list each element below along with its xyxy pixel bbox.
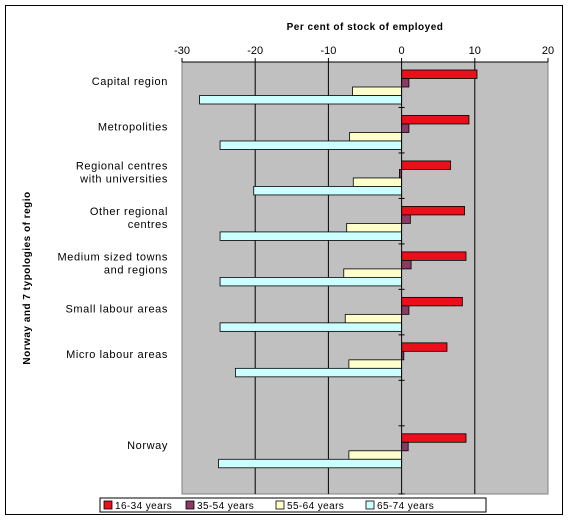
bar: [401, 69, 478, 79]
bar: [401, 441, 409, 452]
x-tick-label: -20: [247, 45, 263, 57]
bar: [352, 86, 402, 96]
bar: [346, 223, 403, 233]
bar: [344, 313, 402, 324]
bar: [219, 276, 402, 287]
bar: [401, 259, 412, 270]
bar: [219, 322, 402, 332]
bar: [401, 160, 452, 170]
legend-label: 65-74 years: [377, 501, 434, 512]
bar: [401, 78, 410, 88]
bar: [401, 251, 467, 261]
bar: [352, 177, 402, 187]
category-label: Metropolities: [98, 122, 168, 134]
category-label: Medium sized towns: [58, 251, 168, 263]
bar: [219, 140, 402, 150]
x-axis-title: Per cent of stock of employed: [287, 22, 444, 33]
bars-group: [199, 69, 478, 469]
bar: [401, 342, 448, 352]
bar: [401, 115, 470, 125]
category-label: Small labour areas: [65, 303, 168, 315]
bar: [235, 367, 403, 378]
category-label: and regions: [104, 264, 168, 276]
category-label: Capital region: [92, 76, 168, 88]
legend-label: 55-64 years: [287, 501, 344, 512]
legend-box: [99, 497, 487, 513]
x-tick-label: 0: [399, 45, 405, 57]
bar: [401, 123, 410, 133]
legend-swatch: [103, 500, 113, 510]
category-label: Norway: [127, 440, 168, 452]
bar: [401, 214, 411, 224]
y-axis: Capital region Metropolities Regional cent…: [58, 61, 405, 495]
bar: [401, 206, 465, 216]
legend-label: 16-34 years: [115, 501, 172, 512]
legend-swatch: [365, 500, 375, 510]
legend-swatch: [185, 500, 195, 510]
category-label: Other regional: [90, 206, 168, 218]
bar: [348, 359, 402, 369]
bar: [253, 186, 402, 196]
legend: 16-34 years 35-54 years 55-64 years 65-74 y…: [99, 497, 487, 513]
legend-swatch: [275, 500, 285, 510]
legend-label: 35-54 years: [197, 501, 254, 512]
y-axis-title: Norway and 7 typologies of regio: [22, 191, 33, 364]
bar: [199, 95, 402, 105]
x-tick-label: 10: [469, 45, 481, 57]
category-label: with universities: [79, 174, 168, 186]
bar: [349, 132, 402, 142]
bar: [219, 231, 402, 241]
category-label: Regional centres: [76, 161, 168, 173]
bar: [348, 450, 402, 460]
bar: [401, 296, 463, 307]
x-tick-label: 20: [542, 45, 554, 57]
x-axis: -30 -20 -10 0 10 20: [174, 45, 554, 63]
bar: [401, 433, 467, 443]
bar: [218, 458, 403, 469]
x-tick-label: -10: [320, 45, 336, 57]
bar: [401, 305, 410, 315]
category-label: Micro labour areas: [66, 349, 168, 361]
x-tick-label: -30: [174, 45, 190, 57]
category-label: centres: [128, 219, 168, 231]
bar: [343, 268, 403, 278]
